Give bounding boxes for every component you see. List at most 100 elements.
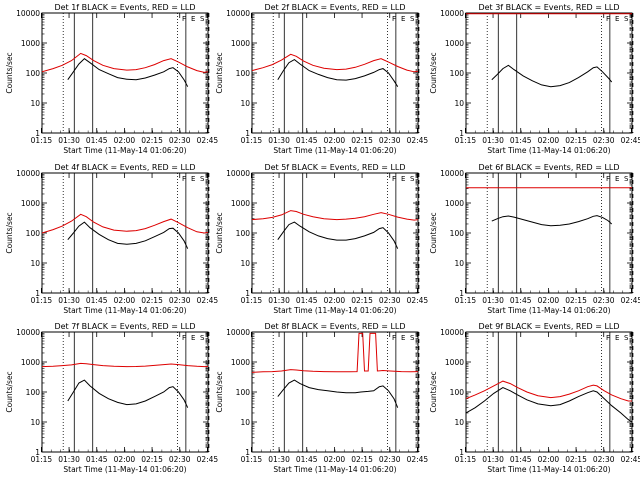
x-axis-label: Start Time (11-May-14 01:06:20) xyxy=(487,146,610,155)
detector-panel-8: Det 8f BLACK = Events, RED = LLD 1 10 100 10… xyxy=(215,322,428,474)
series-line-events xyxy=(277,379,399,408)
x-tick-label: 01:30 xyxy=(268,296,290,305)
x-tick-label: 01:45 xyxy=(86,296,108,305)
series-line-lld xyxy=(252,210,418,221)
detector-panel-5: Det 5f BLACK = Events, RED = LLD 1 10 100 10… xyxy=(215,163,428,315)
series-line-lld xyxy=(252,332,418,373)
x-tick-label: 02:15 xyxy=(565,136,587,145)
detector-panel-3: Det 3f BLACK = Events, RED = LLD 1 10 100 10… xyxy=(429,3,640,155)
panel-title: Det 8f BLACK = Events, RED = LLD xyxy=(264,322,405,331)
panel-title: Det 6f BLACK = Events, RED = LLD xyxy=(478,163,619,172)
y-tick-label: 1 xyxy=(245,448,250,457)
x-tick-label: 02:30 xyxy=(593,296,615,305)
y-tick-label: 10 xyxy=(240,99,250,108)
y-tick-label: 1 xyxy=(35,289,40,298)
y-tick-label: 100 xyxy=(236,388,251,397)
flag-marker: E xyxy=(615,175,619,183)
flag-marker: E xyxy=(401,15,405,23)
panel-title: Det 4f BLACK = Events, RED = LLD xyxy=(54,163,195,172)
y-tick-label: 100 xyxy=(26,229,41,238)
flag-marker: E xyxy=(615,334,619,342)
y-tick-label: 10 xyxy=(454,259,464,268)
series-line-lld xyxy=(252,53,418,73)
y-tick-label: 1 xyxy=(35,448,40,457)
flag-marker: F xyxy=(392,175,396,183)
flag-marker: F xyxy=(606,15,610,23)
y-tick-label: 10 xyxy=(454,418,464,427)
x-axis-label: Start Time (11-May-14 01:06:20) xyxy=(63,465,186,474)
x-tick-label: 01:15 xyxy=(241,296,263,305)
x-tick-label: 02:00 xyxy=(324,296,346,305)
x-tick-label: 01:15 xyxy=(31,296,53,305)
x-tick-label: 02:30 xyxy=(593,136,615,145)
series-line-lld xyxy=(42,213,208,234)
x-tick-label: 02:30 xyxy=(169,296,191,305)
x-tick-label: 01:15 xyxy=(241,455,263,464)
y-tick-label: 100 xyxy=(26,69,41,78)
x-tick-label: 01:15 xyxy=(455,296,477,305)
flag-marker: S xyxy=(200,334,205,342)
x-axis-label: Start Time (11-May-14 01:06:20) xyxy=(487,465,610,474)
y-tick-label: 100 xyxy=(236,69,251,78)
x-tick-label: 02:15 xyxy=(141,296,163,305)
flag-marker: S xyxy=(200,175,205,183)
y-tick-label: 1 xyxy=(245,129,250,138)
x-tick-label: 02:00 xyxy=(324,136,346,145)
x-tick-label: 02:45 xyxy=(407,136,429,145)
flag-marker: E xyxy=(191,15,195,23)
y-tick-label: 10000 xyxy=(16,328,40,337)
x-tick-label: 02:15 xyxy=(351,455,373,464)
flag-marker: F xyxy=(182,15,186,23)
x-tick-label: 01:30 xyxy=(482,296,504,305)
x-tick-label: 02:15 xyxy=(565,296,587,305)
detector-panel-1: Det 1f BLACK = Events, RED = LLD 1 10 100 10… xyxy=(5,3,218,155)
y-axis-label: Counts/sec xyxy=(5,52,14,93)
y-axis-label: Counts/sec xyxy=(429,371,438,412)
x-tick-label: 01:45 xyxy=(296,296,318,305)
x-tick-label: 02:00 xyxy=(114,136,136,145)
panel-title: Det 7f BLACK = Events, RED = LLD xyxy=(54,322,195,331)
flag-marker: E xyxy=(615,15,619,23)
x-axis-label: Start Time (11-May-14 01:06:20) xyxy=(273,465,396,474)
flag-marker: E xyxy=(191,175,195,183)
y-tick-label: 10 xyxy=(30,99,40,108)
x-tick-label: 02:45 xyxy=(621,136,640,145)
x-axis-label: Start Time (11-May-14 01:06:20) xyxy=(273,306,396,315)
x-tick-label: 02:15 xyxy=(141,136,163,145)
series-line-events xyxy=(67,221,189,249)
y-tick-label: 100 xyxy=(450,388,465,397)
flag-marker: S xyxy=(624,175,629,183)
y-tick-label: 100 xyxy=(450,229,465,238)
y-axis-label: Counts/sec xyxy=(5,212,14,253)
y-tick-label: 10 xyxy=(454,99,464,108)
flag-marker: E xyxy=(401,334,405,342)
y-axis-label: Counts/sec xyxy=(215,52,224,93)
x-tick-label: 01:30 xyxy=(268,136,290,145)
x-tick-label: 02:30 xyxy=(379,455,401,464)
y-tick-label: 10000 xyxy=(226,9,250,18)
panel-title: Det 1f BLACK = Events, RED = LLD xyxy=(54,3,195,12)
y-axis-label: Counts/sec xyxy=(429,52,438,93)
x-tick-label: 01:45 xyxy=(86,455,108,464)
series-line-events xyxy=(277,221,399,249)
flag-marker: S xyxy=(410,334,415,342)
series-line-events xyxy=(491,64,613,88)
detector-panel-6: Det 6f BLACK = Events, RED = LLD 1 10 100 10… xyxy=(429,163,640,315)
flag-marker: F xyxy=(392,15,396,23)
plot-frame xyxy=(41,331,209,453)
x-tick-label: 01:15 xyxy=(455,455,477,464)
series-line-events xyxy=(466,387,632,423)
x-tick-label: 02:15 xyxy=(141,455,163,464)
x-tick-label: 02:00 xyxy=(324,455,346,464)
flag-marker: E xyxy=(401,175,405,183)
y-tick-label: 1000 xyxy=(445,39,464,48)
y-tick-label: 1000 xyxy=(231,199,250,208)
y-tick-label: 1000 xyxy=(21,358,40,367)
x-tick-label: 02:15 xyxy=(565,455,587,464)
x-tick-label: 02:30 xyxy=(379,136,401,145)
x-tick-label: 01:30 xyxy=(268,455,290,464)
flag-marker: F xyxy=(182,334,186,342)
x-tick-label: 01:30 xyxy=(482,136,504,145)
series-line-events xyxy=(491,215,613,227)
x-tick-label: 02:15 xyxy=(351,296,373,305)
